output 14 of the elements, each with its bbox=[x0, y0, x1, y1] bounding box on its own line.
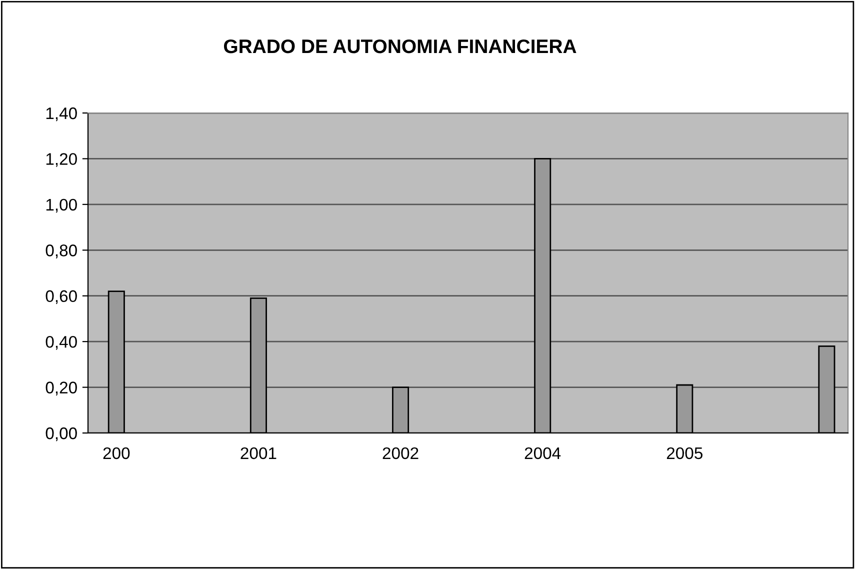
x-tick-label: 200 bbox=[103, 447, 130, 460]
y-tick-label: 0,00 bbox=[46, 427, 77, 442]
x-tick-label: 2004 bbox=[524, 447, 561, 460]
chart-title: GRADO DE AUTONOMIA FINANCIERA bbox=[224, 39, 576, 54]
y-tick-label: 1,00 bbox=[46, 198, 77, 213]
x-tick-label: 2005 bbox=[666, 447, 702, 460]
y-tick-label: 1,40 bbox=[46, 107, 77, 122]
y-tick-label: 0,80 bbox=[46, 244, 77, 258]
x-tick-label: 2001 bbox=[240, 447, 276, 460]
y-tick-label: 0,60 bbox=[46, 290, 77, 304]
y-tick-label: 1,20 bbox=[46, 153, 77, 167]
x-tick-label: 2002 bbox=[382, 447, 418, 460]
y-tick-label: 0,20 bbox=[46, 382, 77, 396]
y-tick-label: 0,40 bbox=[46, 336, 77, 350]
